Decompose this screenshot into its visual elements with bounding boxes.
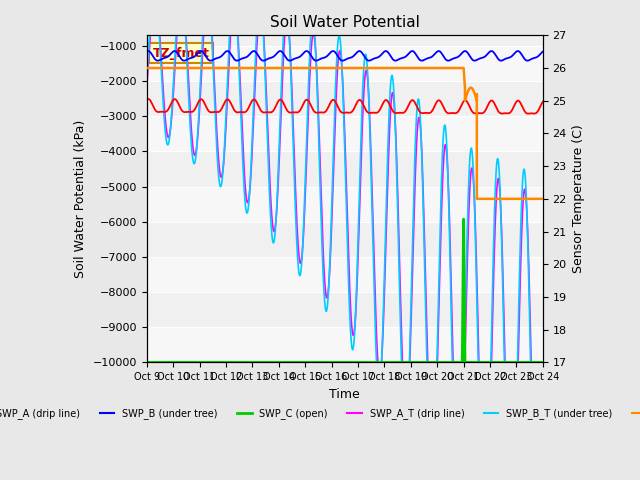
- Y-axis label: Soil Water Potential (kPa): Soil Water Potential (kPa): [74, 120, 87, 278]
- Title: Soil Water Potential: Soil Water Potential: [270, 15, 420, 30]
- Bar: [147, 327, 543, 362]
- X-axis label: Time: Time: [330, 388, 360, 401]
- Y-axis label: Sensor Temperature (C): Sensor Temperature (C): [572, 124, 586, 273]
- Bar: [147, 257, 543, 292]
- Bar: [147, 46, 543, 81]
- Legend: SWP_A (drip line), SWP_B (under tree), SWP_C (open), SWP_A_T (drip line), SWP_B_: SWP_A (drip line), SWP_B (under tree), S…: [0, 404, 640, 423]
- Bar: [147, 116, 543, 151]
- Text: TZ_fmet: TZ_fmet: [153, 47, 209, 60]
- Bar: [147, 187, 543, 222]
